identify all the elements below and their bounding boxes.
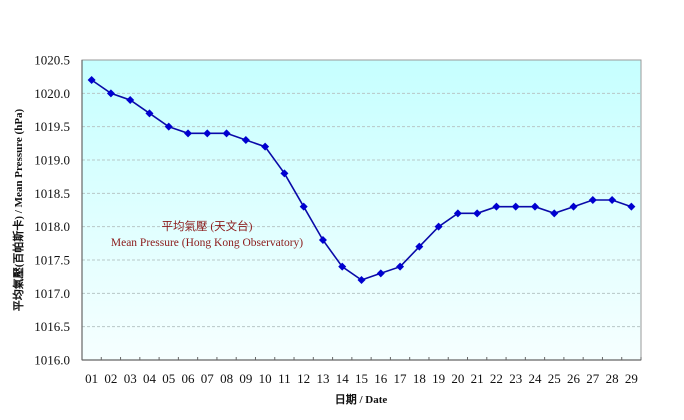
x-tick-label: 10 [259, 371, 272, 386]
y-tick-label: 1018.0 [34, 219, 70, 234]
data-point-diamond [338, 262, 347, 271]
annotation-english: Mean Pressure (Hong Kong Observatory) [111, 237, 303, 249]
x-tick-label: 07 [201, 371, 215, 386]
x-tick-label: 27 [586, 371, 600, 386]
x-tick-label: 03 [124, 371, 137, 386]
data-point-diamond [261, 142, 270, 151]
data-point-diamond [627, 202, 636, 211]
data-point-diamond [588, 196, 597, 204]
x-tick-label: 23 [509, 371, 522, 386]
y-tick-label: 1019.5 [34, 119, 70, 134]
y-tick-label: 1016.5 [34, 319, 70, 334]
data-point-diamond [164, 122, 173, 131]
data-point-diamond [145, 109, 154, 118]
x-tick-label: 18 [413, 371, 426, 386]
x-tick-label: 19 [432, 371, 445, 386]
x-tick-label: 09 [239, 371, 252, 386]
data-point-diamond [203, 129, 212, 138]
x-tick-label: 13 [316, 371, 329, 386]
y-tick-label: 1020.5 [34, 53, 70, 68]
x-tick-label: 06 [182, 371, 196, 386]
data-point-diamond [222, 129, 231, 138]
x-tick-label: 01 [85, 371, 98, 386]
data-point-diamond [241, 136, 250, 144]
x-axis-title: 日期 / Date [335, 392, 388, 406]
data-point-diamond [396, 262, 405, 271]
x-tick-label: 16 [374, 371, 388, 386]
data-point-diamond [318, 236, 327, 244]
x-tick-label: 08 [220, 371, 233, 386]
x-tick-label: 11 [278, 371, 291, 386]
data-point-diamond [569, 202, 578, 211]
data-point-diamond [473, 209, 482, 218]
x-tick-label: 25 [548, 371, 561, 386]
y-tick-label: 1017.5 [34, 253, 70, 268]
data-point-diamond [511, 202, 520, 211]
data-point-diamond [376, 269, 385, 278]
x-tick-label: 20 [451, 371, 464, 386]
data-point-diamond [87, 76, 96, 84]
x-tick-label: 22 [490, 371, 503, 386]
data-point-diamond [357, 276, 366, 284]
y-axis-title: 平均氣壓(百帕斯卡) / Mean Pressure (hPa) [11, 108, 25, 311]
gridlines [82, 92, 641, 328]
x-axis-ticks: 01 02 03 04 05 06 07 08 09 10 11 12 13 14 15 16 17 18 19 20… [81, 357, 642, 386]
x-tick-label: 14 [336, 371, 350, 386]
data-point-diamond [106, 89, 115, 98]
data-point-diamond [434, 222, 443, 231]
x-tick-label: 28 [606, 371, 619, 386]
data-markers [87, 76, 636, 284]
data-point-diamond [126, 96, 135, 104]
x-tick-label: 24 [528, 371, 542, 386]
x-tick-label: 02 [104, 371, 117, 386]
data-point-diamond [492, 202, 501, 211]
annotation-chinese: 平均氣壓 (天文台) [161, 219, 252, 233]
x-tick-label: 04 [143, 371, 157, 386]
x-tick-label: 17 [394, 371, 408, 386]
data-point-diamond [530, 202, 539, 211]
y-tick-label: 1020.0 [34, 86, 70, 101]
y-tick-label: 1017.0 [34, 286, 70, 301]
x-tick-label: 05 [162, 371, 175, 386]
y-tick-label: 1018.5 [34, 186, 70, 201]
data-point-diamond [184, 129, 193, 138]
data-point-diamond [453, 209, 462, 218]
x-tick-label: 26 [567, 371, 581, 386]
data-point-diamond [415, 242, 424, 251]
plot-area [81, 59, 642, 361]
x-tick-label: 15 [355, 371, 368, 386]
data-point-diamond [550, 209, 559, 218]
data-point-diamond [608, 196, 617, 204]
x-tick-label: 29 [625, 371, 638, 386]
data-point-diamond [280, 169, 289, 178]
data-point-diamond [299, 202, 308, 211]
y-tick-label: 1019.0 [34, 153, 70, 168]
x-tick-label: 12 [297, 371, 310, 386]
y-axis-ticks: 1016.0 1016.5 1017.0 1017.5 1018.0 1018.5 1019… [34, 53, 70, 368]
x-tick-label: 21 [471, 371, 484, 386]
y-tick-label: 1016.0 [34, 353, 70, 368]
